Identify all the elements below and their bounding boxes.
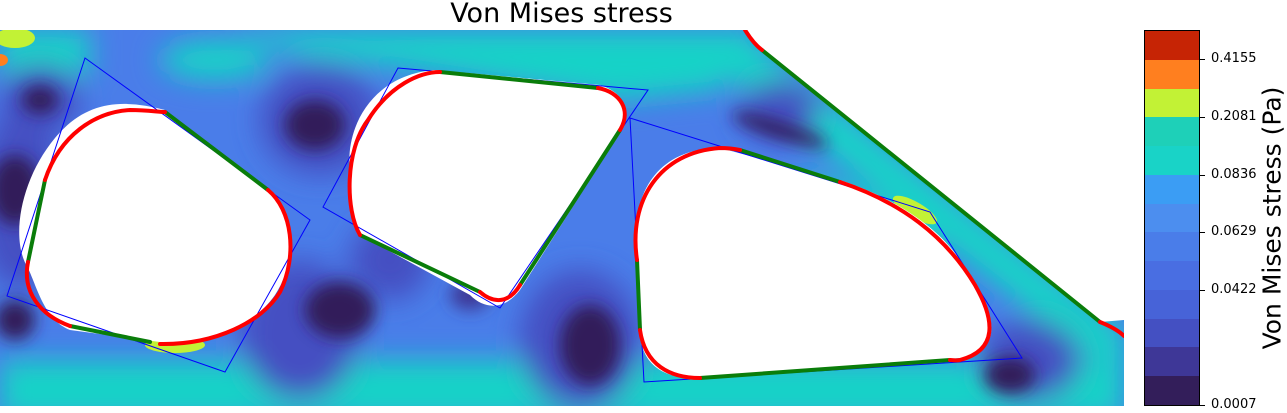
hole-right xyxy=(636,148,992,379)
colorbar-tick-label: 0.4155 xyxy=(1211,50,1257,66)
colorbar-band xyxy=(1145,146,1199,175)
curve-left-corner-top xyxy=(43,107,167,182)
colorbar-band xyxy=(1145,203,1199,233)
chart-title: Von Mises stress xyxy=(450,0,673,29)
colorbar-tick-label: 0.0007 xyxy=(1211,397,1257,412)
colorbar-band xyxy=(1145,289,1199,319)
edge-middle-bottom xyxy=(358,233,482,294)
colorbar-tick-label: 0.0836 xyxy=(1211,166,1257,182)
edge-left-bottom xyxy=(68,324,152,344)
colorbar-tick-label: 0.2081 xyxy=(1211,108,1257,124)
colorbar-tick-label: 0.0629 xyxy=(1211,224,1257,240)
curve-top-corner xyxy=(743,30,764,52)
hole-top-right xyxy=(745,30,1124,322)
edge-middle-top xyxy=(438,70,600,90)
edge-left-side xyxy=(26,178,47,264)
hole-middle xyxy=(349,70,625,306)
stress-field-svg xyxy=(0,30,1124,406)
colorbar xyxy=(1144,30,1200,406)
hole-left xyxy=(19,103,291,344)
colorbar-band xyxy=(1145,376,1199,405)
curve-right-corner-bottom xyxy=(638,328,702,380)
hot-spot-right xyxy=(892,195,938,225)
colorbar-band xyxy=(1145,261,1199,290)
edge-right-top xyxy=(738,148,842,184)
colorbar-band xyxy=(1145,31,1199,60)
curve-right-corner-top xyxy=(633,145,742,262)
colorbar-band xyxy=(1145,117,1199,147)
edge-middle-right xyxy=(518,128,622,287)
curved-boundaries xyxy=(24,30,1124,380)
colorbar-label: Von Mises stress (Pa) xyxy=(1257,86,1287,350)
colorbar-band xyxy=(1145,88,1199,118)
hot-spot-top-left xyxy=(0,30,35,48)
straight-boundaries xyxy=(26,48,1102,380)
colorbar-band xyxy=(1145,59,1199,89)
colorbar-band xyxy=(1145,174,1199,204)
edge-right-side xyxy=(635,258,642,332)
curve-middle-corner-right xyxy=(596,86,627,132)
hot-spot-left-edge xyxy=(0,54,8,66)
stress-field-plot xyxy=(0,30,1124,406)
edge-left-top xyxy=(163,110,270,192)
colorbar-ticks: 0.0007 0.0422 0.0629 0.0836 0.2081 0.4155 xyxy=(1200,30,1260,412)
colorbar-tick-label: 0.0422 xyxy=(1211,282,1257,298)
curve-right-corner-right xyxy=(838,180,992,363)
curve-middle-corner-top xyxy=(347,70,442,237)
curve-left-corner-right xyxy=(158,188,293,347)
curve-bottom-right-corner xyxy=(1098,320,1124,338)
colorbar-band xyxy=(1145,318,1199,348)
colorbar-band xyxy=(1145,232,1199,262)
curve-middle-corner-bottom xyxy=(478,283,522,302)
curve-left-corner-bottom xyxy=(24,260,72,328)
edge-right-bottom xyxy=(698,358,952,380)
edge-diagonal xyxy=(760,48,1102,324)
colorbar-band xyxy=(1145,347,1199,377)
